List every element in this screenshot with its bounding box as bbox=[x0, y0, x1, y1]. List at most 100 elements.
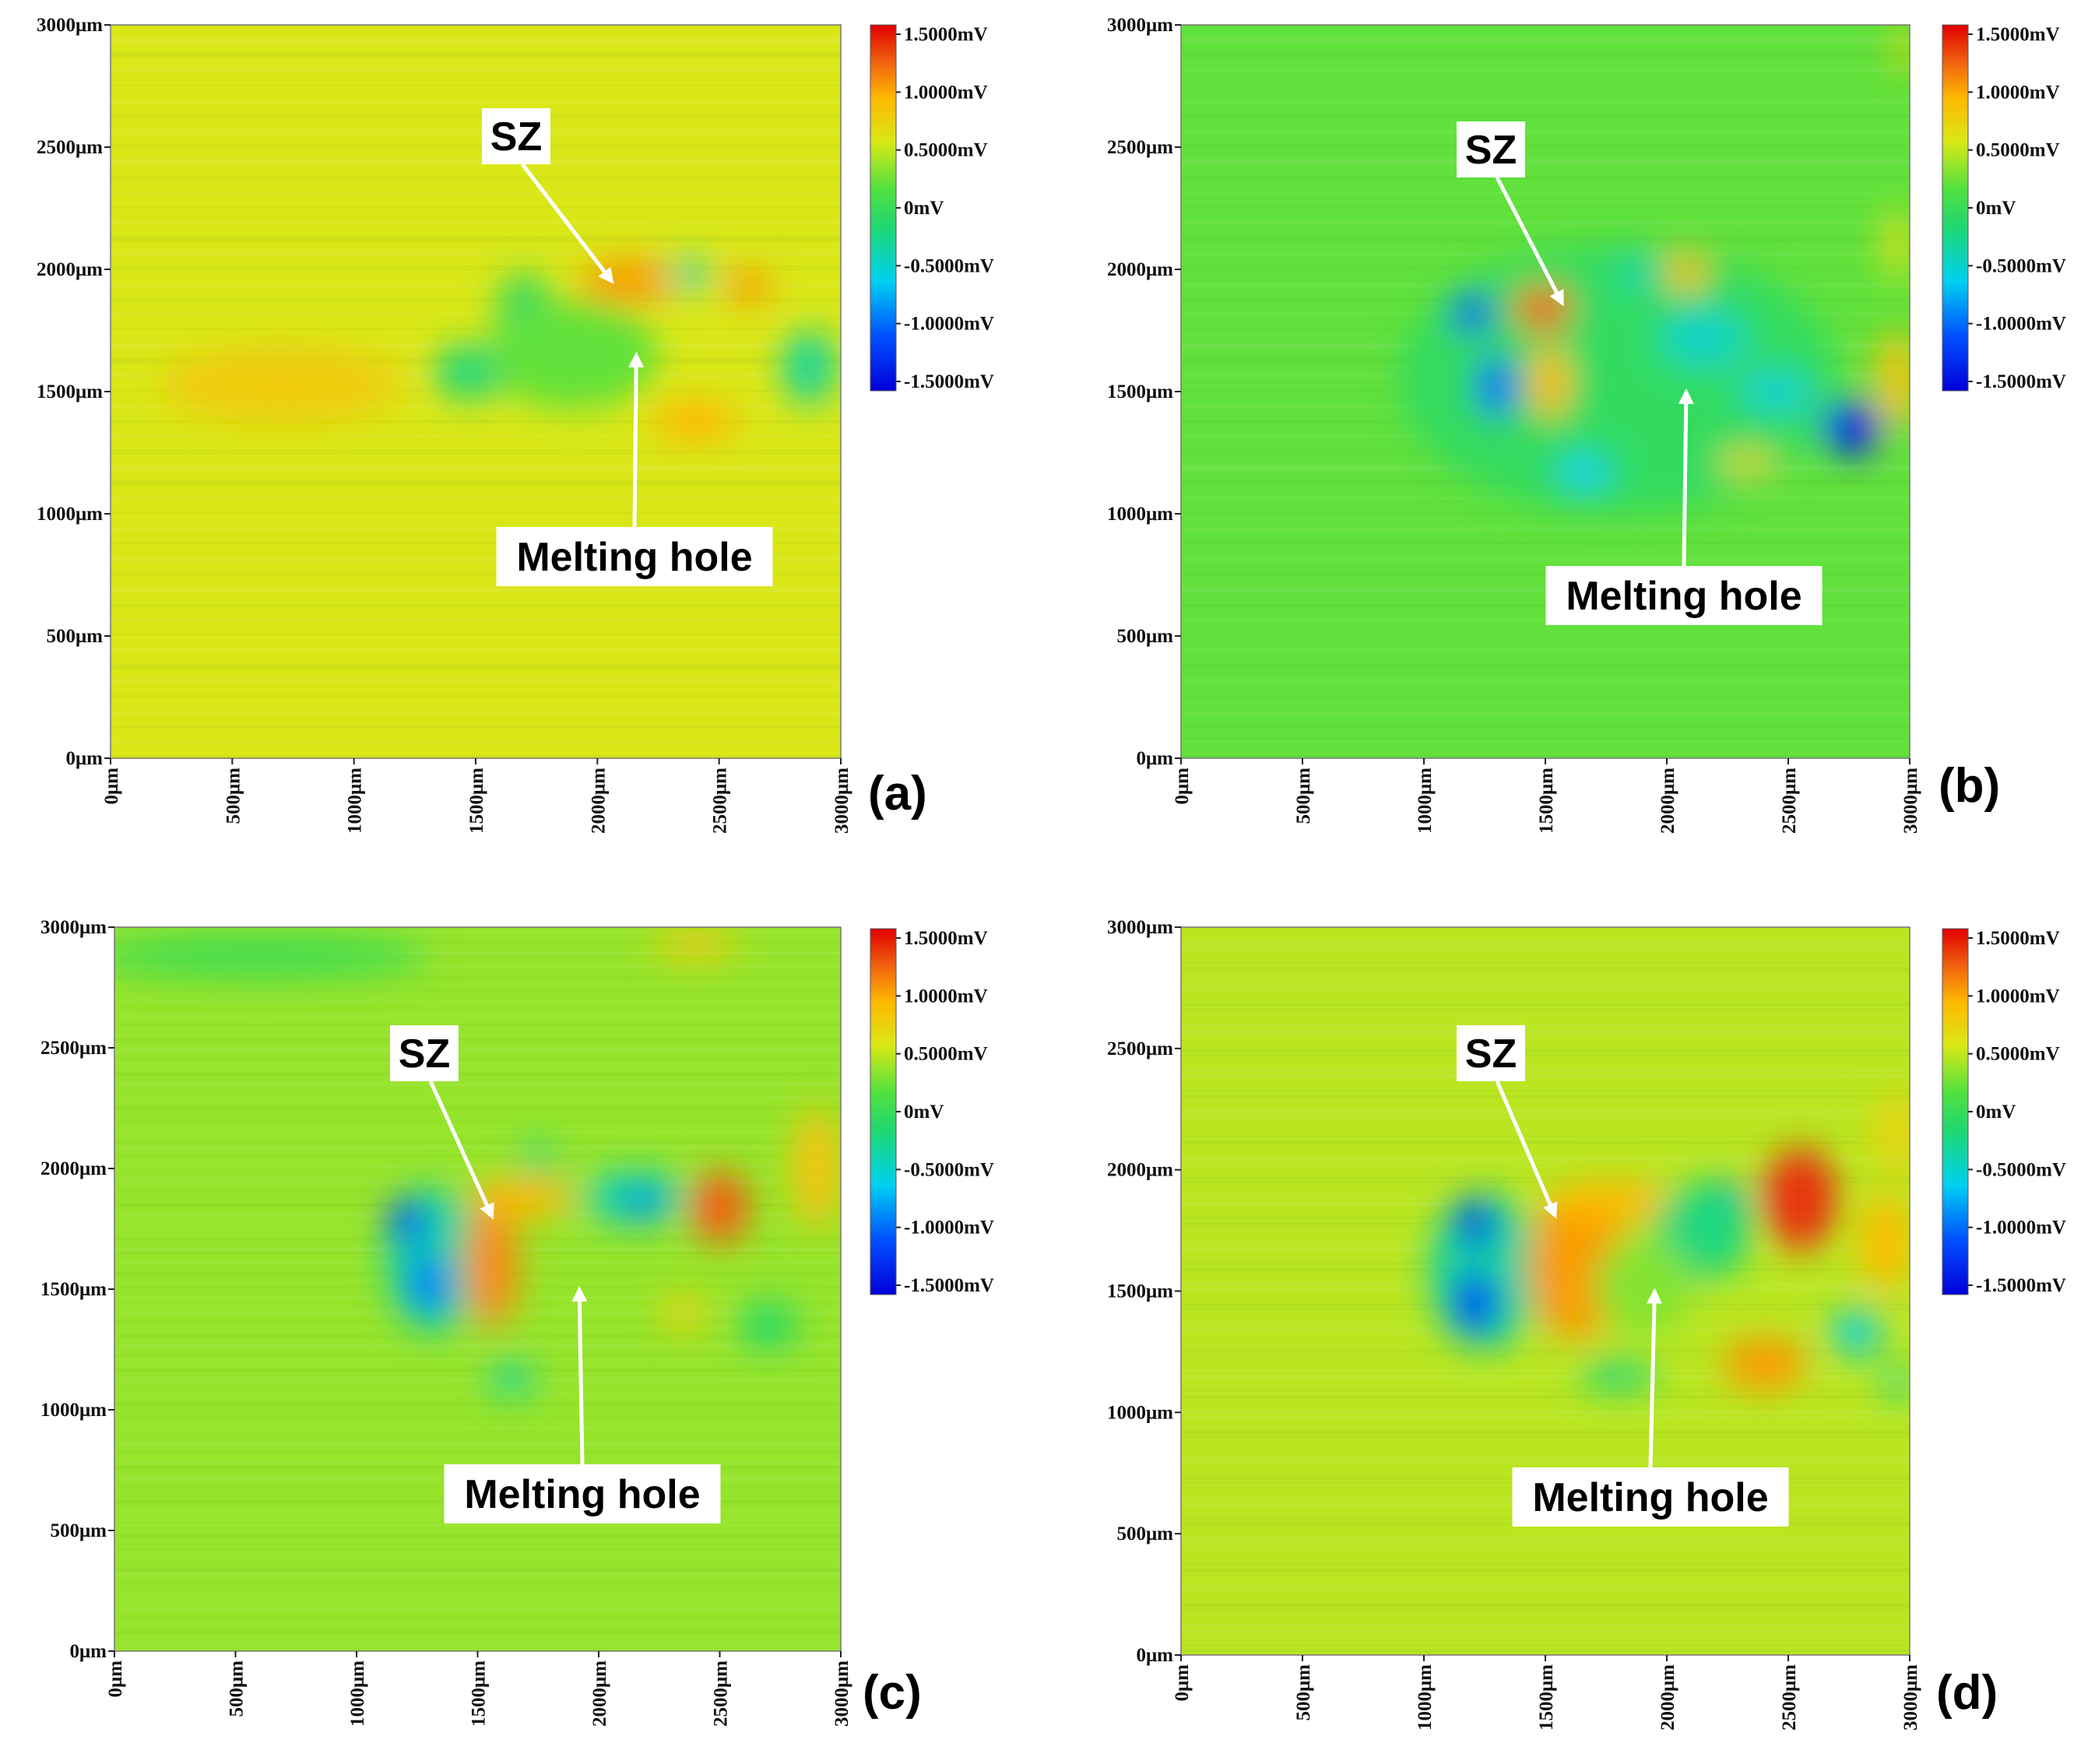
sz-label-box bbox=[1457, 1025, 1525, 1081]
heatmap-region-13 bbox=[1882, 208, 1910, 282]
y-tick-label: 2000μm bbox=[1107, 259, 1173, 280]
heatmap-region-9 bbox=[1822, 401, 1881, 455]
panel-label: (d) bbox=[1936, 1666, 1998, 1720]
colorbar-tick-label: -0.5000mV bbox=[1976, 255, 2066, 276]
heatmap-region-11 bbox=[1875, 330, 1910, 429]
y-tick-label: 0μm bbox=[70, 1641, 107, 1662]
y-tick-label: 500μm bbox=[1117, 626, 1174, 647]
x-tick-label: 1000μm bbox=[1415, 768, 1436, 834]
y-tick-label: 0μm bbox=[1137, 1645, 1174, 1666]
heatmap-region-3 bbox=[407, 1255, 452, 1313]
melting-hole-label-box bbox=[1512, 1467, 1789, 1527]
heatmap-region-8 bbox=[518, 1144, 558, 1174]
colorbar-tick-label: 1.5000mV bbox=[904, 24, 988, 45]
sz-label-box bbox=[390, 1025, 459, 1081]
heatmap-region-9 bbox=[1832, 1308, 1881, 1357]
panel-b: 0μm 500μm 1000μm 1500μm 2000μm 2500μm 3000μm 0μ… bbox=[1047, 0, 2094, 882]
heatmap-region-7 bbox=[1618, 259, 1657, 290]
heatmap-region-2 bbox=[388, 1200, 427, 1244]
melting-hole-arrow bbox=[1647, 1288, 1663, 1468]
x-tick-label: 3000μm bbox=[831, 1660, 852, 1727]
heatmap-region-9 bbox=[691, 1171, 749, 1244]
heatmap-region-6 bbox=[1667, 252, 1706, 292]
colorbar bbox=[870, 24, 897, 392]
x-tick-label: 1000μm bbox=[345, 768, 366, 834]
x-tick-label: 2500μm bbox=[710, 768, 731, 834]
colorbar-tick-label: -1.5000mV bbox=[904, 1275, 994, 1296]
y-tick-label: 2000μm bbox=[37, 259, 103, 280]
x-tick-label: 3000μm bbox=[831, 768, 852, 834]
y-tick-label: 2000μm bbox=[40, 1158, 107, 1179]
panel-d: 0μm 500μm 1000μm 1500μm 2000μm 2500μm 3000μm 0μ… bbox=[1047, 882, 2094, 1764]
x-tick-label: 500μm bbox=[1293, 768, 1314, 824]
colorbar-tick-label: 1.5000mV bbox=[1976, 24, 2060, 45]
colorbar-tick-label: -1.0000mV bbox=[904, 314, 994, 335]
colorbar-tick-label: 1.5000mV bbox=[904, 928, 988, 949]
colorbar-tick-label: 1.0000mV bbox=[1976, 986, 2060, 1007]
heatmap-region-10 bbox=[1858, 1193, 1910, 1291]
colorbar-tick-label: -1.5000mV bbox=[904, 371, 994, 392]
heatmap-region-1 bbox=[580, 259, 673, 304]
y-tick-label: 1000μm bbox=[1107, 504, 1173, 525]
heatmap-region-1 bbox=[1455, 1199, 1495, 1248]
y-tick-label: 500μm bbox=[1117, 1523, 1174, 1544]
melting-hole-arrow bbox=[628, 351, 645, 528]
colorbar-tick-label: -0.5000mV bbox=[1976, 1159, 2066, 1180]
heatmap-region-14 bbox=[652, 929, 740, 959]
panel-label: (c) bbox=[863, 1666, 922, 1720]
panel-a: 0μm 500μm 1000μm 1500μm 2000μm 2500μm 3000μm 0μ… bbox=[0, 0, 1047, 882]
panel-c: 0μm 500μm 1000μm 1500μm 2000μm 2500μm 3000μm 0μ… bbox=[0, 882, 1047, 1764]
x-tick-label: 3000μm bbox=[1900, 1664, 1921, 1731]
heatmap-region-10 bbox=[739, 1301, 798, 1350]
colorbar-tick-label: 1.0000mV bbox=[904, 986, 988, 1007]
heatmap-region-6 bbox=[670, 259, 710, 290]
y-tick-label: 3000μm bbox=[1107, 15, 1173, 36]
sz-label: SZ bbox=[490, 114, 542, 160]
colorbar-tick-label: -1.0000mV bbox=[1976, 1218, 2066, 1239]
y-tick-label: 3000μm bbox=[1107, 917, 1173, 938]
sz-arrow bbox=[428, 1080, 494, 1220]
y-tick-label: 2500μm bbox=[1107, 1038, 1173, 1059]
colorbar-tick-label: -0.5000mV bbox=[904, 1159, 994, 1180]
heatmap-region-14 bbox=[1895, 25, 1910, 74]
heatmap-region-4 bbox=[1545, 1182, 1672, 1221]
heatmap-region-11 bbox=[1873, 1095, 1910, 1172]
colorbar-tick-label: -1.5000mV bbox=[1976, 371, 2066, 392]
melting-hole-label-box bbox=[444, 1464, 721, 1523]
colorbar bbox=[1942, 24, 1969, 392]
heatmap-region-2 bbox=[725, 269, 772, 304]
y-tick-label: 0μm bbox=[1137, 748, 1174, 769]
heatmap-region-10 bbox=[1739, 371, 1813, 412]
melting-hole-label: Melting hole bbox=[516, 535, 752, 580]
colorbar-tick-label: -0.5000mV bbox=[904, 255, 994, 276]
panel-label: (a) bbox=[868, 767, 927, 821]
heatmap-chart-c: 0μm 500μm 1000μm 1500μm 2000μm 2500μm 3000μm 0μ… bbox=[40, 917, 994, 1727]
x-tick-label: 1500μm bbox=[1536, 1664, 1557, 1731]
heatmap-chart-a: 0μm 500μm 1000μm 1500μm 2000μm 2500μm 3000μm 0μ… bbox=[37, 15, 994, 834]
heatmap-chart-b: 0μm 500μm 1000μm 1500μm 2000μm 2500μm 3000μm 0μ… bbox=[1107, 15, 2066, 834]
colorbar-tick-label: 0mV bbox=[904, 198, 944, 219]
heatmap-region-3 bbox=[651, 401, 739, 441]
melting-hole-label: Melting hole bbox=[1532, 1475, 1768, 1520]
colorbar-tick-label: 0.5000mV bbox=[1976, 1044, 2060, 1065]
colorbar-tick-label: 0.5000mV bbox=[904, 140, 988, 161]
colorbar-tick-label: -1.5000mV bbox=[1976, 1275, 2066, 1296]
heatmap-region-0 bbox=[1399, 244, 1837, 514]
x-tick-label: 1000μm bbox=[347, 1660, 368, 1727]
y-tick-label: 1500μm bbox=[1107, 381, 1173, 402]
heatmap-region-5 bbox=[468, 1178, 575, 1217]
y-tick-label: 3000μm bbox=[37, 15, 103, 36]
x-tick-label: 1000μm bbox=[1415, 1664, 1436, 1731]
colorbar bbox=[1942, 928, 1969, 1295]
colorbar-tick-label: 0mV bbox=[904, 1102, 944, 1123]
y-tick-label: 1500μm bbox=[40, 1279, 107, 1300]
heatmap-region-0 bbox=[159, 345, 403, 423]
heatmap-region-7 bbox=[782, 330, 836, 404]
heatmap-region-11 bbox=[490, 1362, 534, 1396]
melting-hole-arrow bbox=[571, 1286, 588, 1465]
heatmap-region-5 bbox=[1531, 345, 1570, 419]
y-tick-label: 2500μm bbox=[37, 137, 103, 158]
heatmap-region-14 bbox=[1594, 1237, 1692, 1335]
y-tick-label: 2000μm bbox=[1107, 1160, 1173, 1181]
melting-hole-label-box bbox=[1545, 566, 1823, 625]
